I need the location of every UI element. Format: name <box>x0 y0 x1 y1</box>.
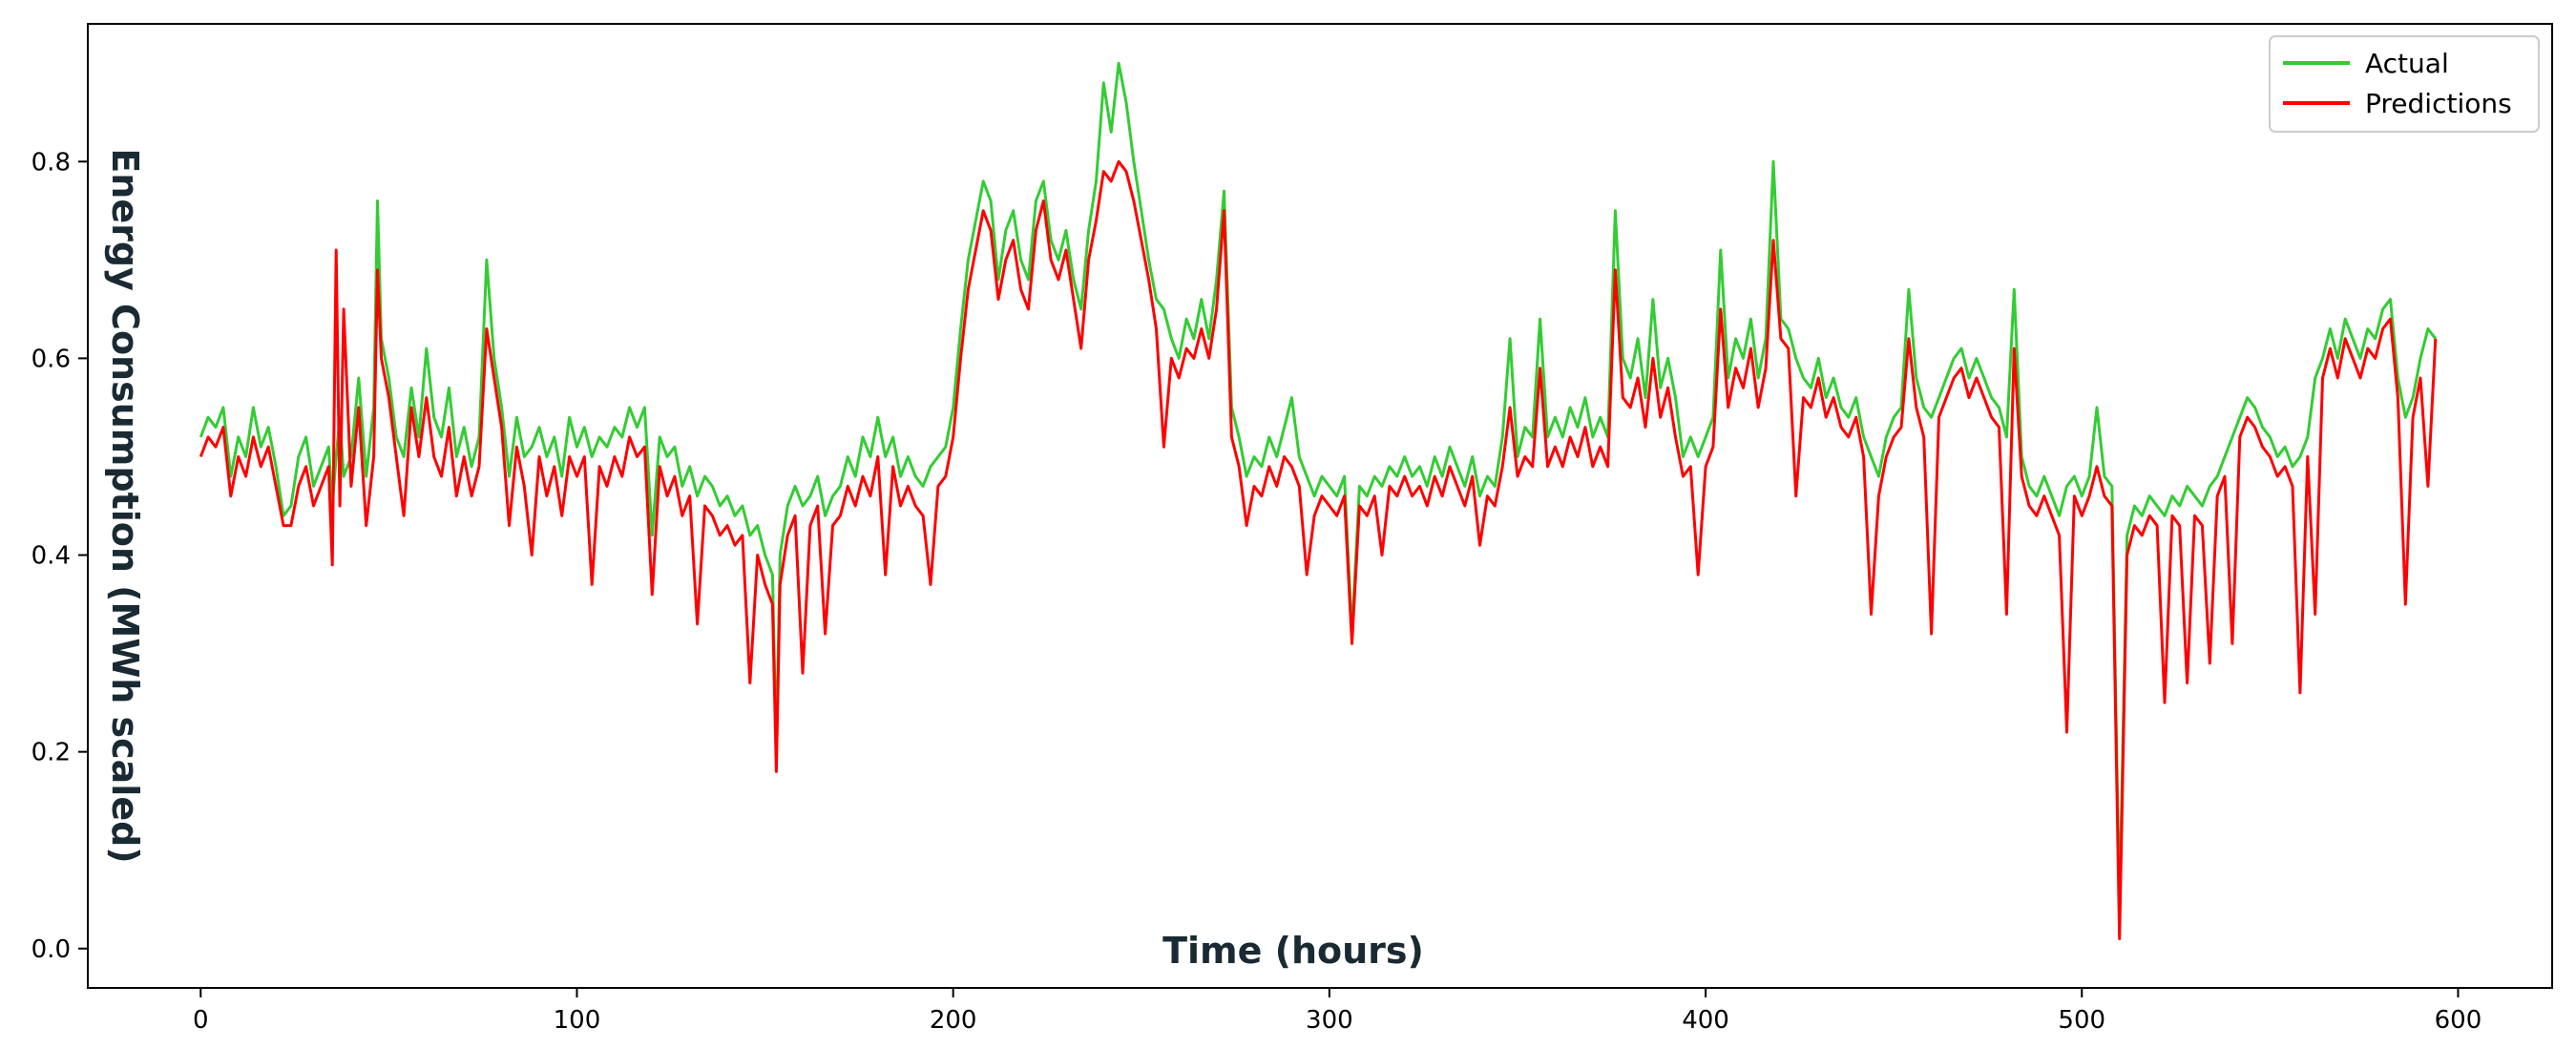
series-lines <box>199 61 2438 940</box>
x-tick-label: 200 <box>930 1006 977 1035</box>
legend-label-predictions: Predictions <box>2365 88 2512 119</box>
y-tick-label: 0.6 <box>31 345 71 373</box>
x-tick-label: 500 <box>2058 1006 2105 1035</box>
legend: Actual Predictions <box>2269 35 2540 133</box>
x-tick-label: 100 <box>554 1006 601 1035</box>
plot-area <box>87 23 2553 989</box>
x-axis-title: Time (hours) <box>1162 930 1424 972</box>
y-tick-label: 0.2 <box>31 739 71 767</box>
y-tick-label: 0.8 <box>31 148 71 177</box>
x-tick-label: 600 <box>2435 1006 2482 1035</box>
x-tick-label: 400 <box>1682 1006 1729 1035</box>
y-axis-title: Energy Consumption (MWh scaled) <box>104 148 146 863</box>
legend-label-actual: Actual <box>2365 48 2449 79</box>
legend-box <box>2269 35 2540 133</box>
x-axis: 0 100 200 300 400 500 600 <box>193 988 2482 1035</box>
series-line-actual <box>199 61 2437 912</box>
y-axis: 0.0 0.2 0.4 0.6 0.8 <box>31 148 88 964</box>
x-tick-label: 0 <box>193 1006 209 1035</box>
y-tick-label: 0.4 <box>31 542 71 571</box>
x-tick-label: 300 <box>1306 1006 1353 1035</box>
series-line-predictions <box>199 159 2438 940</box>
y-tick-label: 0.0 <box>31 935 71 964</box>
